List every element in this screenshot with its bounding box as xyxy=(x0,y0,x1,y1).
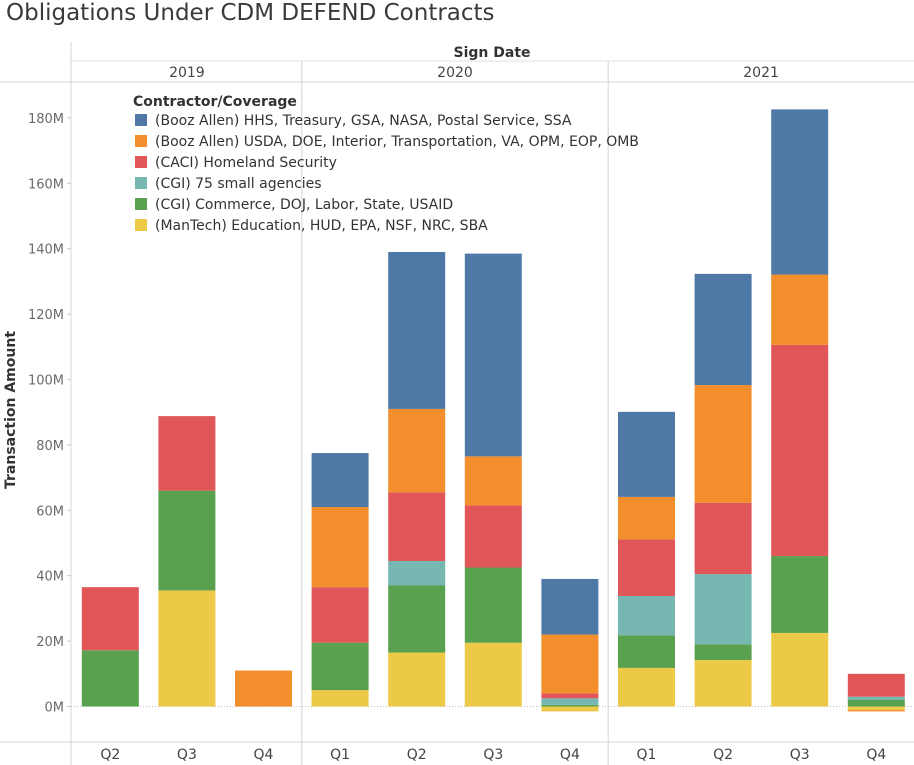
legend-item: (CGI) 75 small agencies xyxy=(155,176,322,192)
y-axis-title: Transaction Amount xyxy=(3,331,19,489)
column-headers: Sign Date 2019 2020 2021 xyxy=(169,45,779,81)
bars xyxy=(81,109,905,712)
bar-segment xyxy=(618,595,675,636)
y-tick-label: 100M xyxy=(28,374,64,389)
bar-segment xyxy=(541,634,599,694)
bar-segment xyxy=(311,507,369,588)
bar-segment xyxy=(464,505,522,568)
legend: Contractor/Coverage (Booz Allen) HHS, Tre… xyxy=(133,94,639,234)
bar-segment xyxy=(388,560,446,586)
bar-segment xyxy=(541,704,599,707)
x-tick-label: Q4 xyxy=(560,747,580,763)
x-tick-label: Q1 xyxy=(637,747,657,763)
bar-segment xyxy=(847,696,905,700)
bar-segment xyxy=(464,253,522,457)
bar-segment xyxy=(311,587,369,643)
bar-segment xyxy=(771,344,829,557)
bar-segment xyxy=(388,585,446,653)
legend-swatch xyxy=(135,135,147,147)
x-axis: Q2 Q3 Q4 Q1 Q2 Q3 Q4 Q1 Q2 Q3 Q4 xyxy=(100,747,886,763)
bar-segment xyxy=(847,706,905,710)
bar-segment xyxy=(158,590,216,707)
y-tick-label: 180M xyxy=(28,112,64,127)
x-tick-label: Q3 xyxy=(177,747,197,763)
legend-swatch xyxy=(135,156,147,168)
bar-segment xyxy=(771,556,829,633)
y-axis: 0M 20M 40M 60M 80M 100M 120M 140M 160M 180M Transa… xyxy=(3,112,71,716)
x-tick-label: Q3 xyxy=(483,747,503,763)
legend-item: (CGI) Commerce, DOJ, Labor, State, USAID xyxy=(155,197,453,213)
legend-item: (Booz Allen) USDA, DOE, Interior, Transp… xyxy=(155,134,639,150)
chart-title: Obligations Under CDM DEFEND Contracts xyxy=(6,0,495,26)
y-tick-label: 60M xyxy=(36,504,64,519)
y-tick-label: 160M xyxy=(28,177,64,192)
bar-segment xyxy=(311,453,369,508)
y-tick-label: 80M xyxy=(36,439,64,454)
x-tick-label: Q2 xyxy=(713,747,733,763)
bar-segment xyxy=(694,385,752,503)
x-tick-label: Q2 xyxy=(407,747,427,763)
bar-segment xyxy=(847,673,905,697)
bar-segment xyxy=(694,574,752,645)
bar-segment xyxy=(618,667,675,707)
bar-segment xyxy=(541,693,599,699)
bar-segment xyxy=(618,539,675,596)
bar-segment xyxy=(81,587,139,651)
bar-segment xyxy=(618,496,675,540)
y-tick-label: 0M xyxy=(45,701,65,716)
bar-segment xyxy=(618,411,675,497)
bar-segment xyxy=(464,456,522,506)
y-tick-label: 40M xyxy=(36,570,64,585)
y-tick-label: 120M xyxy=(28,308,64,323)
bar-segment xyxy=(771,632,829,707)
legend-swatch xyxy=(135,219,147,231)
bar-segment xyxy=(388,408,446,493)
bar-segment xyxy=(694,273,752,386)
y-tick-label: 140M xyxy=(28,243,64,258)
year-header: 2021 xyxy=(743,65,779,81)
legend-title: Contractor/Coverage xyxy=(133,94,297,110)
column-header-title: Sign Date xyxy=(454,45,531,61)
bar-segment xyxy=(771,109,829,275)
legend-item: (Booz Allen) HHS, Treasury, GSA, NASA, P… xyxy=(155,113,572,129)
y-tick-label: 20M xyxy=(36,635,64,650)
bar-segment xyxy=(541,578,599,635)
bar-segment xyxy=(541,706,599,712)
year-header: 2019 xyxy=(169,65,205,81)
bar-segment xyxy=(81,650,139,707)
x-tick-label: Q4 xyxy=(254,747,274,763)
x-tick-label: Q2 xyxy=(100,747,120,763)
bar-segment xyxy=(694,644,752,661)
legend-item: (CACI) Homeland Security xyxy=(155,155,337,171)
bar-segment xyxy=(694,502,752,575)
bar-segment xyxy=(388,251,446,409)
legend-item: (ManTech) Education, HUD, EPA, NSF, NRC,… xyxy=(155,218,488,234)
legend-swatch xyxy=(135,177,147,189)
bar-segment xyxy=(618,635,675,668)
bar-segment xyxy=(158,416,216,491)
year-header: 2020 xyxy=(437,65,473,81)
bar-segment xyxy=(311,690,369,707)
x-tick-label: Q1 xyxy=(330,747,350,763)
bar-segment xyxy=(847,709,905,712)
bar-segment xyxy=(388,492,446,561)
bar-segment xyxy=(464,567,522,643)
bar-segment xyxy=(694,660,752,707)
x-tick-label: Q4 xyxy=(866,747,886,763)
bar-segment xyxy=(464,642,522,707)
bar-segment xyxy=(847,699,905,707)
x-tick-label: Q3 xyxy=(790,747,810,763)
bar-segment xyxy=(235,670,292,707)
bar-segment xyxy=(311,642,369,691)
bar-segment xyxy=(158,490,216,591)
bar-segment xyxy=(771,274,829,345)
legend-swatch xyxy=(135,114,147,126)
bar-segment xyxy=(388,652,446,707)
legend-swatch xyxy=(135,198,147,210)
bar-segment xyxy=(541,698,599,705)
